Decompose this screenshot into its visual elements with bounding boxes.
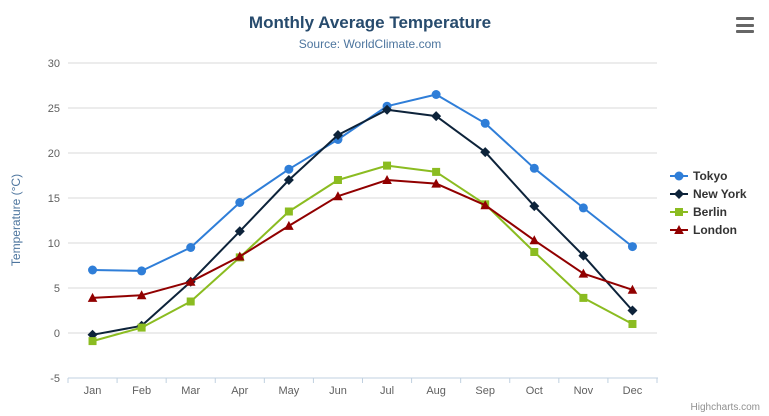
chart-subtitle: Source: WorldClimate.com <box>298 37 442 51</box>
data-point-london-jun[interactable] <box>333 191 343 201</box>
data-point-new-york-nov[interactable] <box>578 250 589 261</box>
data-point-new-york-may[interactable] <box>283 175 294 185</box>
data-point-new-york-jul[interactable] <box>382 104 393 115</box>
legend-label: Berlin <box>693 205 728 219</box>
data-point-berlin-may[interactable] <box>284 207 293 216</box>
data-point-tokyo-jan[interactable] <box>88 265 98 275</box>
series-london <box>87 175 638 302</box>
legend-label: London <box>693 223 737 237</box>
y-tick-label: 30 <box>48 58 60 70</box>
legend-item-tokyo[interactable]: Tokyo <box>670 169 747 183</box>
hamburger-icon <box>736 30 754 33</box>
square-icon <box>670 208 688 216</box>
data-point-tokyo-apr[interactable] <box>235 198 245 207</box>
data-point-berlin-mar[interactable] <box>186 297 195 306</box>
x-tick-label: Mar <box>181 385 200 397</box>
x-tick-label: Oct <box>526 385 543 397</box>
data-point-berlin-jul[interactable] <box>383 161 392 170</box>
data-point-berlin-oct[interactable] <box>530 248 539 256</box>
data-point-new-york-jun[interactable] <box>332 130 343 140</box>
y-tick-label: 15 <box>48 193 60 205</box>
data-point-berlin-jun[interactable] <box>333 176 342 184</box>
x-tick-label: Nov <box>574 385 594 397</box>
legend: Tokyo New York Berlin London <box>670 169 747 237</box>
x-tick-label: Apr <box>231 385 248 397</box>
series-line-tokyo <box>91 93 634 272</box>
y-tick-label: 5 <box>54 283 60 295</box>
data-point-new-york-apr[interactable] <box>234 226 245 237</box>
legend-item-berlin[interactable]: Berlin <box>670 205 747 219</box>
series-tokyo <box>88 90 637 276</box>
data-point-london-apr[interactable] <box>234 251 245 261</box>
data-point-tokyo-mar[interactable] <box>186 243 196 252</box>
legend-item-new-york[interactable]: New York <box>670 187 747 201</box>
data-point-london-jul[interactable] <box>382 175 392 184</box>
data-point-tokyo-oct[interactable] <box>529 163 539 173</box>
data-point-london-sep[interactable] <box>480 200 491 210</box>
triangle-icon <box>670 225 688 234</box>
x-tick-label: Dec <box>623 385 643 397</box>
data-point-london-oct[interactable] <box>529 235 540 245</box>
data-point-london-mar[interactable] <box>185 276 196 286</box>
y-tick-label: 10 <box>48 238 60 250</box>
x-tick-label: Jan <box>84 385 102 397</box>
data-point-tokyo-dec[interactable] <box>627 242 637 252</box>
x-tick-label: Jul <box>380 385 394 397</box>
x-tick-label: Feb <box>132 385 151 397</box>
legend-marker-berlin[interactable] <box>675 208 683 216</box>
data-point-london-may[interactable] <box>284 220 294 230</box>
legend-label: New York <box>693 187 747 201</box>
data-point-berlin-nov[interactable] <box>579 293 588 302</box>
x-tick-label: Sep <box>475 385 495 397</box>
hamburger-icon <box>736 17 754 20</box>
y-tick-label: -5 <box>50 373 60 385</box>
export-menu-button[interactable] <box>734 15 758 35</box>
data-point-tokyo-may[interactable] <box>284 164 294 174</box>
data-point-tokyo-feb[interactable] <box>137 266 147 276</box>
data-point-london-nov[interactable] <box>578 268 589 278</box>
series-line-berlin <box>91 164 634 343</box>
diamond-icon <box>670 189 688 199</box>
highcharts-credit[interactable]: Highcharts.com <box>690 402 760 413</box>
data-point-new-york-sep[interactable] <box>480 147 491 158</box>
y-axis-title: Temperature (°C) <box>9 173 23 267</box>
data-point-berlin-dec[interactable] <box>628 320 637 328</box>
data-point-london-feb[interactable] <box>136 290 147 300</box>
x-tick-label: Aug <box>426 385 446 397</box>
legend-item-london[interactable]: London <box>670 223 747 237</box>
legend-marker-tokyo[interactable] <box>674 171 684 181</box>
legend-marker-new-york[interactable] <box>674 189 684 199</box>
hamburger-icon <box>736 23 754 27</box>
data-point-london-aug[interactable] <box>431 178 441 188</box>
data-point-london-dec[interactable] <box>627 284 638 294</box>
data-point-new-york-dec[interactable] <box>627 305 638 316</box>
series-new-york <box>87 104 638 340</box>
data-point-new-york-oct[interactable] <box>529 201 540 212</box>
legend-marker-london[interactable] <box>674 225 684 234</box>
series-line-london <box>91 179 634 299</box>
circle-icon <box>670 171 688 181</box>
series-line-new-york <box>91 108 634 336</box>
x-tick-label: Jun <box>329 385 347 397</box>
x-tick-label: May <box>278 385 299 397</box>
legend-label: Tokyo <box>693 169 728 183</box>
data-point-tokyo-sep[interactable] <box>480 118 490 128</box>
data-point-london-jan[interactable] <box>87 292 98 302</box>
y-tick-label: 25 <box>48 103 60 115</box>
y-tick-label: 0 <box>54 328 60 340</box>
y-tick-label: 20 <box>48 148 60 160</box>
data-point-tokyo-nov[interactable] <box>578 203 588 213</box>
data-point-berlin-jan[interactable] <box>88 337 97 346</box>
data-point-tokyo-aug[interactable] <box>431 90 441 99</box>
data-point-berlin-feb[interactable] <box>137 323 146 332</box>
chart-title: Monthly Average Temperature <box>248 13 492 32</box>
data-point-new-york-aug[interactable] <box>431 111 442 122</box>
data-point-berlin-aug[interactable] <box>432 167 441 176</box>
